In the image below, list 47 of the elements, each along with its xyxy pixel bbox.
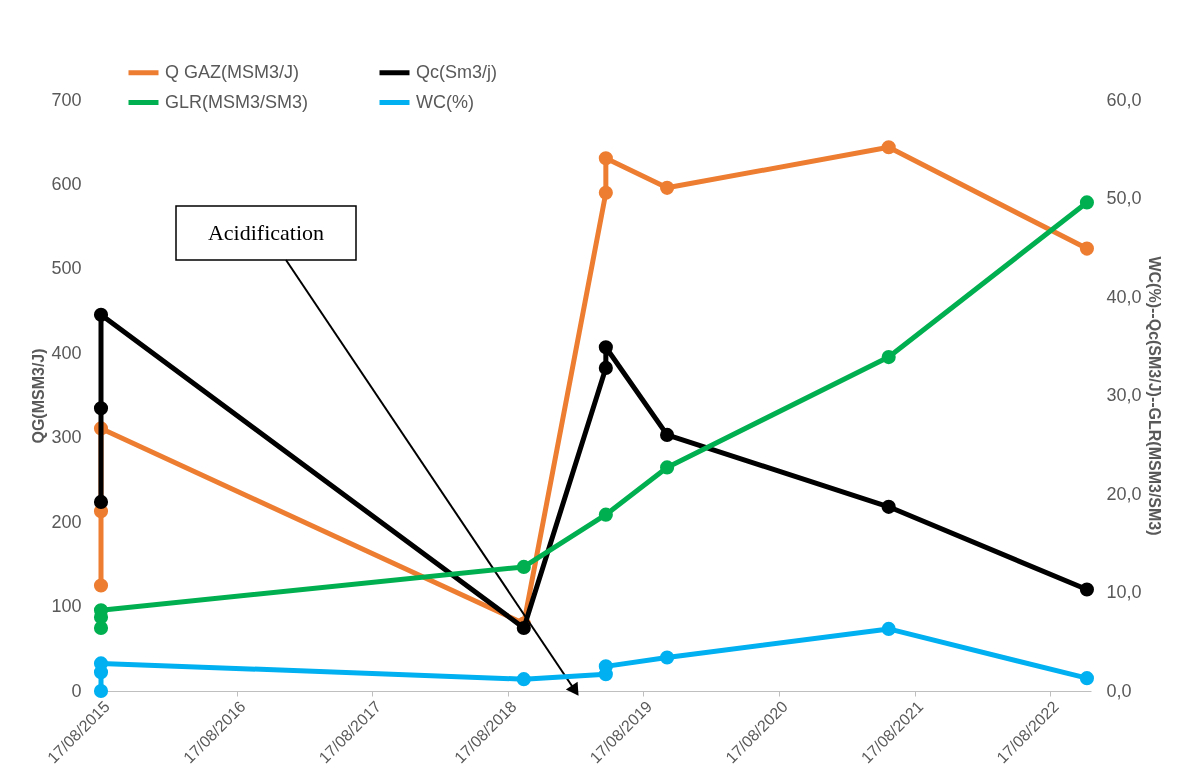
point bbox=[93, 307, 109, 322]
legend-label: Qc(Sm3/j) bbox=[416, 61, 497, 82]
y2-axis-title: WC(%)--Qc(SM3/J)--GLR(MSM3/SM3) bbox=[1145, 256, 1163, 536]
point bbox=[881, 499, 896, 514]
y-tick-label: 0 bbox=[71, 680, 82, 701]
y-axis-title: QG(MSM3/J) bbox=[30, 348, 48, 444]
y2-tick-label: 60,0 bbox=[1106, 89, 1142, 110]
point bbox=[516, 620, 531, 636]
point bbox=[93, 401, 109, 416]
legend-label: WC(%) bbox=[416, 91, 474, 112]
y2-tick-label: 40,0 bbox=[1106, 286, 1142, 307]
y-tick-label: 700 bbox=[51, 89, 82, 110]
legend-label: GLR(MSM3/SM3) bbox=[165, 91, 309, 112]
point bbox=[93, 494, 109, 509]
point bbox=[598, 360, 613, 375]
point bbox=[598, 340, 613, 355]
annotation: Acidification bbox=[207, 220, 325, 245]
y2-tick-label: 20,0 bbox=[1106, 483, 1142, 504]
point bbox=[516, 559, 531, 574]
point bbox=[660, 650, 675, 665]
legend-label: Q GAZ(MSM3/J) bbox=[165, 61, 299, 82]
point bbox=[598, 185, 613, 200]
y-tick-label: 500 bbox=[51, 258, 82, 279]
y-tick-label: 300 bbox=[51, 427, 82, 448]
point bbox=[881, 621, 896, 636]
y-tick-label: 100 bbox=[51, 596, 82, 617]
point bbox=[1079, 241, 1094, 256]
point bbox=[1079, 582, 1094, 597]
y-tick-label: 600 bbox=[51, 173, 82, 194]
point bbox=[660, 427, 675, 442]
point bbox=[598, 507, 613, 522]
y-tick-label: 400 bbox=[51, 342, 82, 363]
point bbox=[1079, 671, 1094, 686]
point bbox=[516, 672, 531, 687]
point bbox=[93, 683, 109, 699]
y-tick-label: 200 bbox=[51, 511, 82, 532]
y2-tick-label: 10,0 bbox=[1106, 582, 1142, 602]
y2-tick-label: 30,0 bbox=[1106, 385, 1142, 405]
point bbox=[881, 140, 896, 155]
y2-tick-label: 0,0 bbox=[1106, 680, 1132, 701]
y2-tick-label: 50,0 bbox=[1106, 188, 1142, 208]
point bbox=[598, 151, 613, 166]
point bbox=[660, 460, 675, 475]
point bbox=[660, 180, 675, 195]
point bbox=[881, 350, 896, 365]
point bbox=[1079, 195, 1094, 210]
point bbox=[93, 578, 109, 593]
